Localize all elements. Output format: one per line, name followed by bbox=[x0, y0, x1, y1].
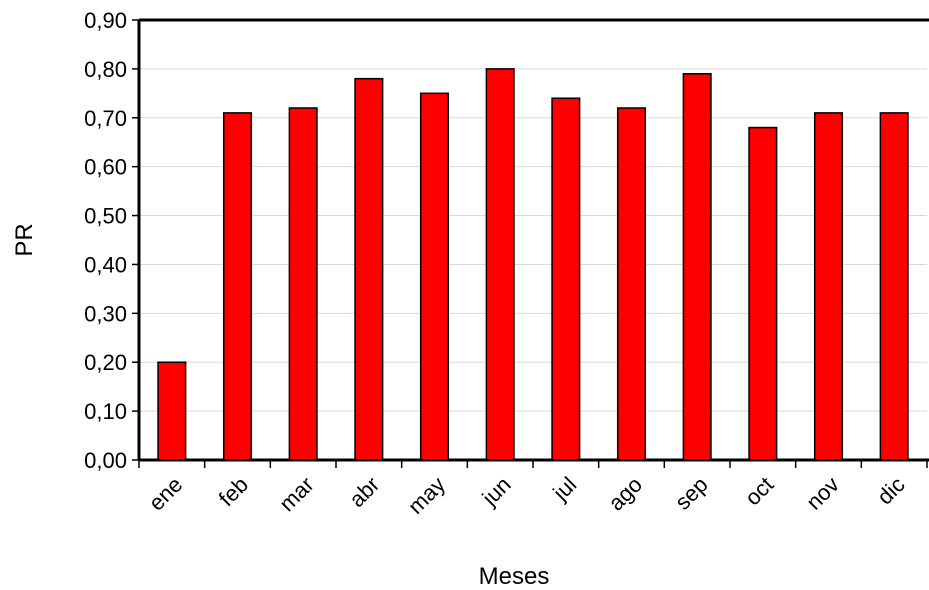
bar-feb bbox=[222, 112, 253, 461]
x-axis-title: Meses bbox=[479, 563, 550, 590]
x-tick-label: ene bbox=[144, 472, 188, 516]
x-tick-label: jun bbox=[477, 472, 516, 511]
gridlines bbox=[139, 68, 927, 412]
y-tick-label: 0,90 bbox=[84, 8, 127, 33]
y-axis-title: PR bbox=[11, 223, 38, 256]
bar-jun bbox=[485, 68, 515, 461]
y-tick-label: 0,40 bbox=[84, 252, 127, 277]
bar-nov bbox=[813, 112, 844, 461]
x-tick-label: mar bbox=[274, 472, 318, 516]
x-tick-label: abr bbox=[344, 472, 384, 512]
y-tick-label: 0,10 bbox=[84, 399, 127, 424]
bars bbox=[157, 68, 909, 461]
y-tick-label: 0,60 bbox=[84, 155, 127, 180]
y-tick-label: 0,50 bbox=[84, 204, 127, 229]
x-tick-label: dic bbox=[872, 472, 910, 510]
bar-oct bbox=[748, 126, 778, 461]
bar-jul bbox=[551, 97, 581, 461]
bar-may bbox=[419, 92, 450, 461]
y-tick-label: 0,00 bbox=[84, 448, 127, 473]
bar-mar bbox=[288, 107, 318, 461]
x-tick-label: nov bbox=[801, 472, 844, 515]
y-tick-label: 0,70 bbox=[84, 106, 127, 131]
bar-ene bbox=[157, 361, 187, 461]
y-axis-ticks: 0,00 0,10 0,20 0,30 0,40 0,50 0,60 0,70 0,80 0,90 bbox=[84, 8, 139, 473]
x-tick-label: sep bbox=[670, 472, 713, 515]
x-tick-label: may bbox=[403, 472, 450, 519]
x-axis-ticks: ene feb mar abr may jun jul ago sep oct nov dic bbox=[138, 460, 928, 519]
x-tick-label: feb bbox=[214, 472, 253, 511]
bar-ago bbox=[616, 107, 647, 461]
x-tick-label: oct bbox=[740, 472, 778, 510]
plot-frame bbox=[137, 18, 929, 462]
y-tick-label: 0,80 bbox=[84, 57, 127, 82]
bar-dic bbox=[879, 112, 909, 461]
x-tick-label: jul bbox=[547, 472, 581, 506]
y-tick-label: 0,30 bbox=[84, 301, 127, 326]
bar-sep bbox=[682, 73, 712, 461]
x-tick-label: ago bbox=[603, 472, 647, 516]
y-tick-label: 0,20 bbox=[84, 350, 127, 375]
bar-abr bbox=[354, 77, 384, 461]
